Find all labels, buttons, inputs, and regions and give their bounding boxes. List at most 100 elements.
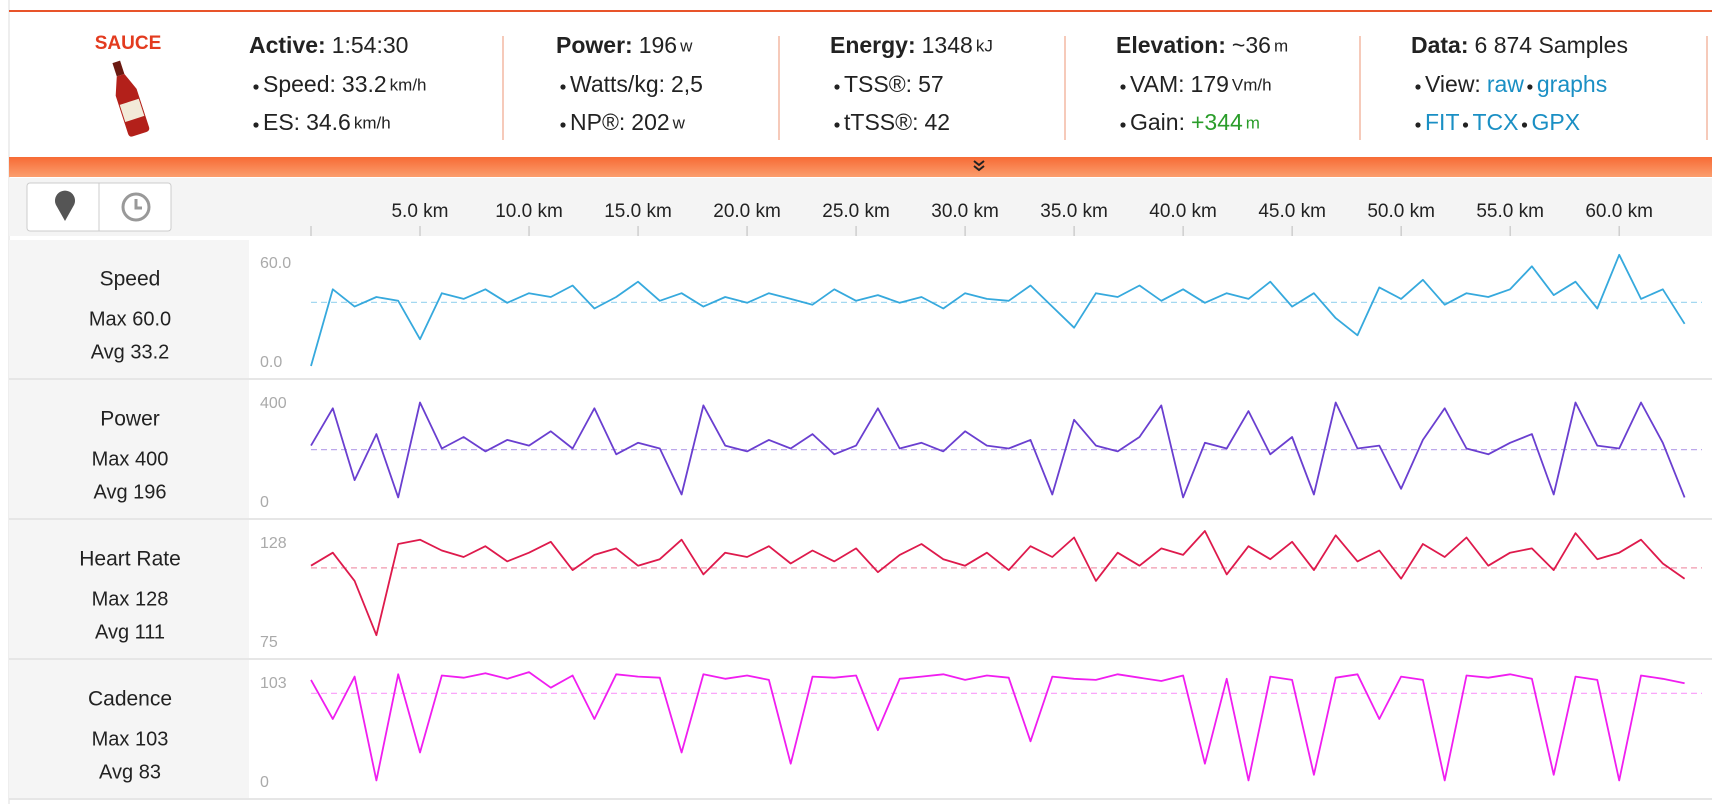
panel-avg: Avg 111 xyxy=(95,621,165,643)
x-tick-label: 25.0 km xyxy=(822,201,890,222)
item-unit: Vm/h xyxy=(1232,75,1272,94)
stat-value: ~36 xyxy=(1232,32,1271,58)
x-tick-label: 5.0 km xyxy=(391,201,448,222)
panel-name: Heart Rate xyxy=(79,548,181,571)
item-unit: km/h xyxy=(354,113,391,132)
link[interactable]: GPX xyxy=(1532,109,1581,135)
bullet xyxy=(1120,84,1126,90)
stat-value: 1348 xyxy=(922,32,973,58)
bullet xyxy=(1521,122,1528,128)
stat-label: Elevation: xyxy=(1116,32,1226,58)
y-tick-label: 0 xyxy=(260,494,269,511)
bullet xyxy=(560,84,566,90)
panel-avg: Avg 33.2 xyxy=(91,341,170,363)
panel-max: Max 60.0 xyxy=(89,308,171,330)
item-label: Watts/kg: xyxy=(570,71,665,97)
bullet xyxy=(1120,122,1126,128)
x-tick-label: 40.0 km xyxy=(1149,201,1217,222)
panel-max: Max 400 xyxy=(92,448,169,470)
panel-avg: Avg 83 xyxy=(99,761,161,783)
item-unit: m xyxy=(1246,113,1260,132)
x-tick-label: 55.0 km xyxy=(1476,201,1544,222)
panel-max: Max 103 xyxy=(92,728,169,750)
x-tick-label: 20.0 km xyxy=(713,201,781,222)
stat-unit: kJ xyxy=(976,36,993,55)
bullet xyxy=(1527,84,1533,90)
pin-icon xyxy=(54,190,75,221)
item-label: TSS®: xyxy=(844,71,912,97)
clock-hands xyxy=(134,199,142,210)
item-value: 179 xyxy=(1191,71,1229,97)
bullet xyxy=(560,122,566,128)
axis-row xyxy=(9,178,1712,236)
item-value: 33.2 xyxy=(342,71,387,97)
series-line xyxy=(310,671,1685,782)
top-rule xyxy=(9,10,1712,12)
y-tick-label: 0.0 xyxy=(260,354,282,371)
x-tick-label: 50.0 km xyxy=(1367,201,1435,222)
item-label: ES: xyxy=(263,109,300,135)
item-label: tTSS®: xyxy=(844,109,918,135)
panel-label-bg xyxy=(9,520,249,658)
item-value: 2,5 xyxy=(671,71,703,97)
item-label: Gain: xyxy=(1130,109,1185,135)
stat-label: Data: xyxy=(1411,32,1469,58)
link[interactable]: FIT xyxy=(1425,109,1460,135)
y-tick-label: 75 xyxy=(260,634,278,651)
item-value: 34.6 xyxy=(306,109,351,135)
item-label: NP®: xyxy=(570,109,625,135)
bullet xyxy=(834,122,840,128)
stat-unit: m xyxy=(1274,36,1288,55)
y-tick-label: 60.0 xyxy=(260,255,291,272)
logo-bottle xyxy=(112,60,150,137)
panel-label-bg xyxy=(9,380,249,518)
x-tick-label: 15.0 km xyxy=(604,201,672,222)
expander-bar[interactable] xyxy=(9,157,1712,177)
item-unit: w xyxy=(672,113,686,132)
panel-label-bg xyxy=(9,240,249,378)
bottle-label xyxy=(119,98,145,123)
item-label: View: xyxy=(1425,71,1481,97)
series-line xyxy=(310,530,1686,637)
stat-value: 196 xyxy=(639,32,677,58)
x-tick-label: 60.0 km xyxy=(1585,201,1653,222)
link[interactable]: raw xyxy=(1487,71,1524,97)
series-line xyxy=(310,401,1686,499)
bullet xyxy=(1462,122,1469,128)
stat-label: Power: xyxy=(556,32,633,58)
series-line xyxy=(310,253,1686,367)
bottle-cap xyxy=(112,60,125,77)
item-value: 42 xyxy=(924,109,950,135)
link[interactable]: TCX xyxy=(1473,109,1519,135)
time-tab[interactable] xyxy=(121,192,151,222)
clock-icon xyxy=(121,192,151,222)
bullet xyxy=(1415,122,1421,128)
x-tick-label: 45.0 km xyxy=(1258,201,1326,222)
stat-value: 1:54:30 xyxy=(332,32,409,58)
logo-text: SAUCE xyxy=(95,33,162,54)
map-tab[interactable] xyxy=(54,190,75,221)
item-label: VAM: xyxy=(1130,71,1185,97)
stat-value: 6 874 Samples xyxy=(1475,32,1628,58)
panel-label-bg xyxy=(9,660,249,798)
chevron xyxy=(973,160,985,167)
x-tick-label: 10.0 km xyxy=(495,201,563,222)
panel-name: Cadence xyxy=(88,688,172,711)
item-unit: km/h xyxy=(390,75,427,94)
item-label: Speed: xyxy=(263,71,336,97)
bullet xyxy=(253,84,259,90)
bullet xyxy=(1415,84,1421,90)
link[interactable]: graphs xyxy=(1537,71,1607,97)
y-tick-label: 400 xyxy=(260,395,287,412)
stat-label: Energy: xyxy=(830,32,916,58)
panel-name: Power xyxy=(100,408,160,431)
item-value: +344 xyxy=(1191,109,1243,135)
panel-max: Max 128 xyxy=(92,588,169,610)
bullet xyxy=(834,84,840,90)
y-tick-label: 103 xyxy=(260,675,287,692)
y-tick-label: 0 xyxy=(260,774,269,791)
x-tick-label: 35.0 km xyxy=(1040,201,1108,222)
